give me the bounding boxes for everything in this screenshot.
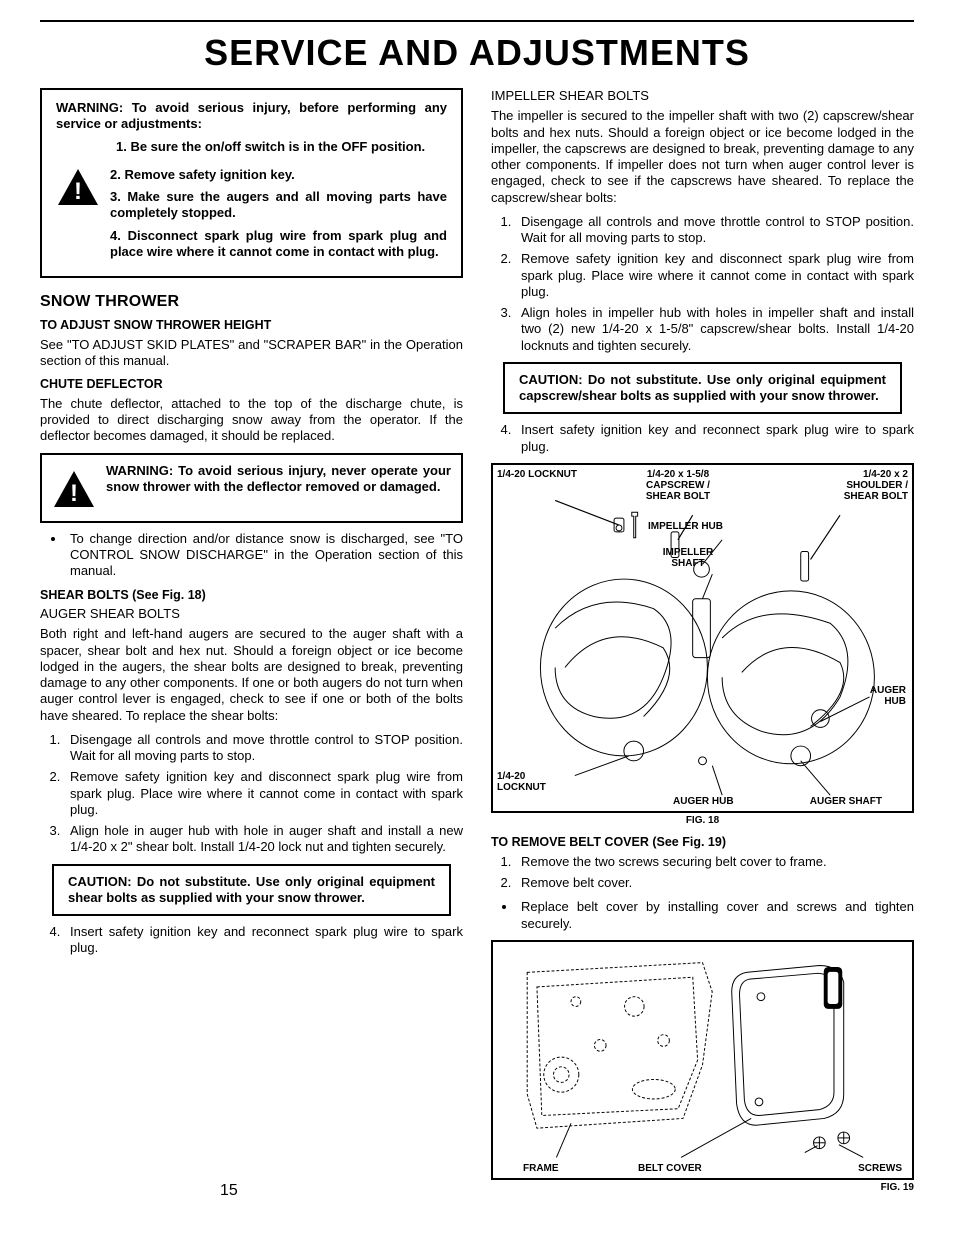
svg-text:!: ! [70, 480, 78, 507]
impeller-steps-cont: Insert safety ignition key and reconnect… [497, 422, 914, 455]
warning-triangle-icon: ! [56, 167, 100, 211]
auger-step-4: Insert safety ignition key and reconnect… [64, 924, 463, 957]
fig18-label-shoulder: 1/4-20 x 2 SHOULDER / SHEAR BOLT [828, 469, 908, 502]
caution-auger-text: CAUTION: Do not substitute. Use only ori… [68, 874, 435, 907]
fig19-caption: FIG. 19 [881, 1182, 914, 1193]
fig19-diagram-icon [499, 948, 906, 1172]
body-impeller: The impeller is secured to the impeller … [491, 108, 914, 206]
warning-list-cont: 2. Remove safety ignition key. 3. Make s… [110, 167, 447, 266]
warning-box-deflector: ! WARNING: To avoid serious injury, neve… [40, 453, 463, 523]
belt-step-2: Remove belt cover. [515, 875, 914, 891]
left-column: WARNING: To avoid serious injury, before… [40, 88, 463, 1182]
chute-bullet-1: To change direction and/or distance snow… [66, 531, 463, 580]
warning-item-2: 2. Remove safety ignition key. [110, 167, 447, 183]
belt-bullet-1: Replace belt cover by installing cover a… [517, 899, 914, 932]
warning-deflector-text: WARNING: To avoid serious injury, never … [106, 463, 451, 496]
section-snow-thrower: SNOW THROWER [40, 292, 463, 312]
belt-step-1: Remove the two screws securing belt cove… [515, 854, 914, 870]
heading-belt-cover: TO REMOVE BELT COVER (See Fig. 19) [491, 835, 914, 851]
footer: 15 FIG. 19 [40, 1182, 914, 1200]
page-title: SERVICE AND ADJUSTMENTS [40, 32, 914, 74]
caution-box-impeller: CAUTION: Do not substitute. Use only ori… [503, 362, 902, 415]
auger-step-2: Remove safety ignition key and disconnec… [64, 769, 463, 818]
warning-item-4: 4. Disconnect spark plug wire from spark… [110, 228, 447, 261]
fig18-label-imp-shaft: IMPELLER SHAFT [658, 547, 718, 569]
fig19-label-frame: FRAME [523, 1163, 559, 1174]
impeller-step-3: Align holes in impeller hub with holes i… [515, 305, 914, 354]
body-chute: The chute deflector, attached to the top… [40, 396, 463, 445]
fig18-label-auger-hub-r: AUGER HUB [856, 685, 906, 707]
figure-18: 1/4-20 LOCKNUT 1/4-20 x 1-5/8 CAPSCREW /… [491, 463, 914, 813]
fig18-caption: FIG. 18 [491, 815, 914, 828]
sub-auger-shear: AUGER SHEAR BOLTS [40, 606, 463, 622]
heading-shear-bolts: SHEAR BOLTS (See Fig. 18) [40, 588, 463, 604]
auger-steps-cont: Insert safety ignition key and reconnect… [46, 924, 463, 957]
figure-19: FRAME BELT COVER SCREWS [491, 940, 914, 1180]
warning-item-1: 1. Be sure the on/off switch is in the O… [116, 139, 447, 155]
impeller-steps: Disengage all controls and move throttle… [497, 214, 914, 354]
two-column-layout: WARNING: To avoid serious injury, before… [40, 88, 914, 1182]
fig18-label-auger-hub-b: AUGER HUB [673, 796, 734, 807]
warning-list: 1. Be sure the on/off switch is in the O… [116, 139, 447, 155]
chute-bullets: To change direction and/or distance snow… [52, 531, 463, 580]
heading-adjust-height: TO ADJUST SNOW THROWER HEIGHT [40, 318, 463, 334]
svg-text:!: ! [74, 178, 82, 205]
body-adjust-height: See "TO ADJUST SKID PLATES" and "SCRAPER… [40, 337, 463, 370]
fig18-label-locknut-tl: 1/4-20 LOCKNUT [497, 469, 577, 480]
warning-item-3: 3. Make sure the augers and all moving p… [110, 189, 447, 222]
fig18-label-locknut-bl: 1/4-20 LOCKNUT [497, 771, 557, 793]
heading-impeller: IMPELLER SHEAR BOLTS [491, 88, 914, 104]
fig18-label-capscrew: 1/4-20 x 1-5/8 CAPSCREW / SHEAR BOLT [633, 469, 723, 502]
fig19-label-screws: SCREWS [858, 1163, 902, 1174]
fig18-label-auger-shaft: AUGER SHAFT [810, 796, 882, 807]
warning-triangle-icon: ! [52, 469, 96, 513]
page-number: 15 [220, 1182, 238, 1200]
fig18-label-imp-hub: IMPELLER HUB [648, 521, 723, 532]
body-auger-shear: Both right and left-hand augers are secu… [40, 626, 463, 724]
impeller-step-4: Insert safety ignition key and reconnect… [515, 422, 914, 455]
heading-chute: CHUTE DEFLECTOR [40, 377, 463, 393]
impeller-step-2: Remove safety ignition key and disconnec… [515, 251, 914, 300]
impeller-step-1: Disengage all controls and move throttle… [515, 214, 914, 247]
warning-box-main: WARNING: To avoid serious injury, before… [40, 88, 463, 278]
right-column: IMPELLER SHEAR BOLTS The impeller is sec… [491, 88, 914, 1182]
top-rule [40, 20, 914, 22]
caution-box-auger: CAUTION: Do not substitute. Use only ori… [52, 864, 451, 917]
belt-steps: Remove the two screws securing belt cove… [497, 854, 914, 892]
auger-steps: Disengage all controls and move throttle… [46, 732, 463, 856]
caution-impeller-text: CAUTION: Do not substitute. Use only ori… [519, 372, 886, 405]
fig19-label-belt-cover: BELT COVER [638, 1163, 702, 1174]
auger-step-3: Align hole in auger hub with hole in aug… [64, 823, 463, 856]
belt-bullets: Replace belt cover by installing cover a… [503, 899, 914, 932]
warning-lead: WARNING: To avoid serious injury, before… [56, 100, 447, 133]
auger-step-1: Disengage all controls and move throttle… [64, 732, 463, 765]
